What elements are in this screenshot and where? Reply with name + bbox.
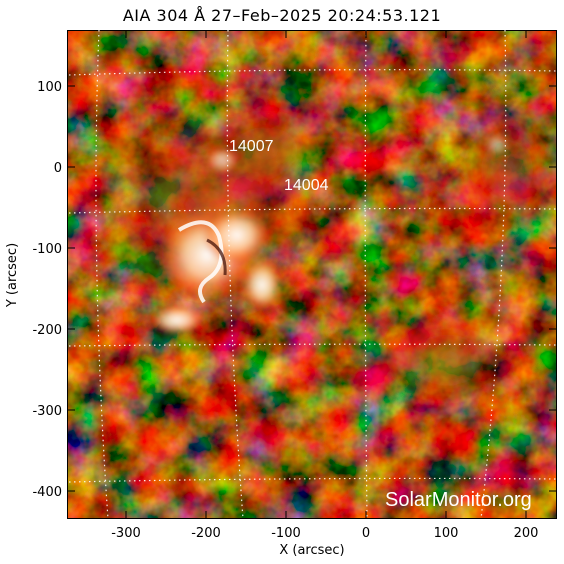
solar-image-render (67, 30, 557, 519)
x-tick-label: -200 (191, 526, 221, 541)
solar-image (67, 30, 557, 519)
x-tick-label: -300 (111, 526, 141, 541)
y-axis-label: Y (arcsec) (5, 243, 20, 308)
active-region-label: 14007 (229, 138, 274, 155)
coordinate-grid (68, 29, 558, 520)
active-region-label: 14004 (284, 177, 329, 194)
x-tick-label: 0 (362, 526, 370, 541)
y-tick-label: 0 (54, 161, 62, 176)
y-tick-label: -100 (32, 242, 62, 257)
y-tick-label: -400 (32, 485, 62, 500)
y-tick-label: -300 (32, 404, 62, 419)
x-ticks (125, 30, 527, 519)
y-tick-label: 100 (37, 80, 62, 95)
y-tick-label: -200 (32, 323, 62, 338)
watermark: SolarMonitor.org (385, 489, 532, 511)
x-tick-label: 200 (514, 526, 539, 541)
image-title: AIA 304 Å 27–Feb–2025 20:24:53.121 (122, 6, 442, 25)
x-axis-label: X (arcsec) (279, 543, 344, 558)
y-ticks (67, 85, 557, 492)
x-tick-label: 100 (434, 526, 459, 541)
x-tick-label: -100 (271, 526, 301, 541)
